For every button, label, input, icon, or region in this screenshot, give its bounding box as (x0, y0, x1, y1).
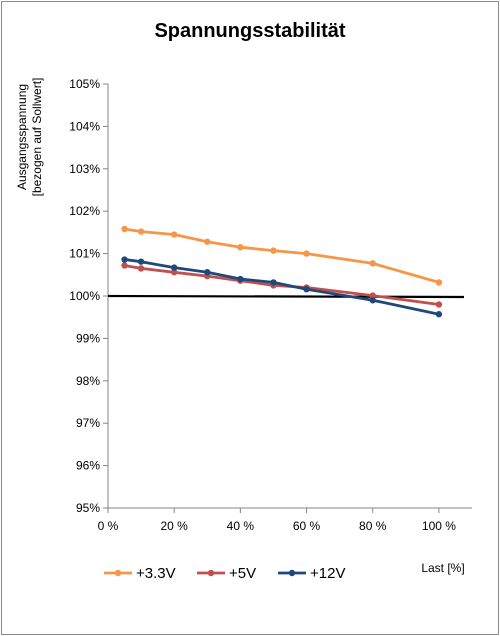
data-point (137, 258, 145, 265)
y-tick-label: 99% (76, 331, 100, 345)
data-point (170, 269, 178, 276)
data-point (369, 297, 376, 304)
data-point (170, 231, 178, 238)
data-point (435, 311, 443, 318)
plot-area (107, 225, 465, 318)
data-point (270, 279, 277, 286)
x-tick-label: 0 % (98, 519, 119, 533)
data-point (303, 286, 310, 293)
y-tick-label: 101% (69, 247, 100, 261)
legend-label: +3.3V (136, 565, 176, 582)
y-tick-label: 100% (69, 289, 100, 303)
y-axis-label: Ausgangsspannung [bezogen auf Sollwert] (15, 78, 44, 197)
y-tick-label: 95% (76, 501, 100, 515)
data-point (121, 225, 128, 233)
data-point (237, 275, 244, 283)
chart-title: Spannungsstabilität (154, 20, 345, 42)
legend-swatch-marker (114, 569, 122, 577)
y-tick-label: 104% (69, 119, 100, 133)
axes: 95% 96% 97% 98% 99% 100% 101% 102% 103% 104% 105% 0… (69, 77, 472, 533)
series-line (124, 227, 440, 284)
y-axis-label-line1: Ausgangsspannung (15, 84, 29, 190)
legend-label: +12V (310, 565, 345, 582)
data-point (369, 260, 376, 267)
data-point (270, 247, 277, 254)
y-axis-label-line2: [bezogen auf Sollwert] (30, 78, 44, 197)
data-point (204, 269, 211, 276)
data-point (137, 265, 145, 272)
legend-swatch-marker (288, 569, 296, 577)
y-tick-label: 96% (76, 459, 100, 473)
y-tick-label: 98% (76, 374, 100, 388)
x-tick-label: 100 % (422, 519, 456, 533)
reference-line-100 (107, 294, 465, 299)
data-point (435, 279, 443, 286)
y-tick-label: 103% (69, 162, 100, 176)
data-point (121, 256, 128, 263)
x-tick-label: 60 % (293, 519, 321, 533)
data-point (204, 238, 211, 245)
data-point (237, 244, 244, 251)
data-point (170, 264, 178, 271)
x-tick-label: 80 % (359, 519, 387, 533)
legend: +3.3V +5V +12V (104, 565, 345, 582)
x-tick-label: 40 % (227, 519, 255, 533)
y-tick-label: 102% (69, 204, 100, 218)
data-point (137, 228, 145, 235)
data-point (435, 301, 443, 308)
data-point (121, 262, 128, 269)
data-point (369, 292, 376, 299)
legend-label: +5V (229, 565, 256, 582)
y-tick-label: 97% (76, 416, 100, 430)
x-axis-label: Last [%] (421, 561, 464, 575)
legend-swatch-marker (207, 569, 215, 577)
data-point (303, 250, 310, 257)
x-tick-label: 20 % (161, 519, 189, 533)
y-tick-label: 105% (69, 77, 100, 91)
